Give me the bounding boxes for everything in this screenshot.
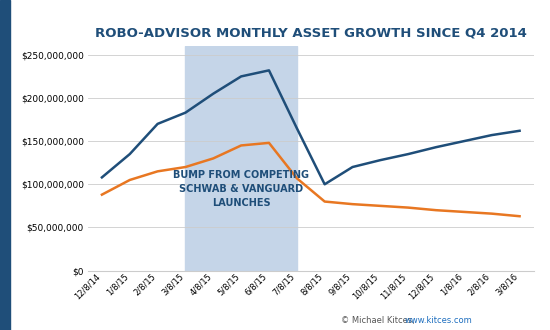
Text: www.kitces.com: www.kitces.com [404,316,472,325]
Text: BUMP FROM COMPETING
SCHWAB & VANGUARD
LAUNCHES: BUMP FROM COMPETING SCHWAB & VANGUARD LA… [173,170,309,208]
Bar [185,46,297,271]
Text: © Michael Kitces,: © Michael Kitces, [341,316,417,325]
Title: ROBO-ADVISOR MONTHLY ASSET GROWTH SINCE Q4 2014: ROBO-ADVISOR MONTHLY ASSET GROWTH SINCE … [95,26,527,40]
